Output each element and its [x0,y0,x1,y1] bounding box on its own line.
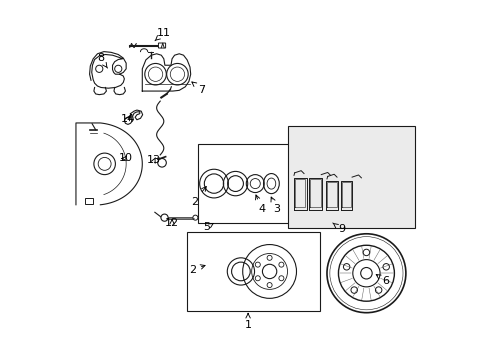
Text: 2: 2 [190,186,206,207]
Text: 8: 8 [97,53,107,68]
Text: 13: 13 [147,155,161,165]
Text: 1: 1 [244,314,251,329]
Text: 14: 14 [121,114,135,124]
Text: 9: 9 [332,223,344,234]
Circle shape [161,214,168,221]
Text: 2: 2 [188,265,204,275]
Text: 10: 10 [118,153,132,163]
Bar [198,144,319,223]
Polygon shape [89,51,126,88]
Bar [287,126,414,228]
Circle shape [192,215,198,220]
Text: 5: 5 [203,222,213,232]
Polygon shape [114,87,125,95]
Polygon shape [76,123,142,205]
Text: 6: 6 [375,275,389,286]
Text: 12: 12 [164,218,179,228]
Polygon shape [142,54,190,91]
Polygon shape [94,87,106,95]
FancyBboxPatch shape [158,43,165,48]
Text: 11: 11 [155,28,170,41]
Text: 4: 4 [255,195,264,215]
Bar [187,232,319,311]
Text: 3: 3 [270,197,280,215]
Circle shape [360,267,371,279]
Text: 7: 7 [191,82,204,95]
Bar [85,198,93,204]
